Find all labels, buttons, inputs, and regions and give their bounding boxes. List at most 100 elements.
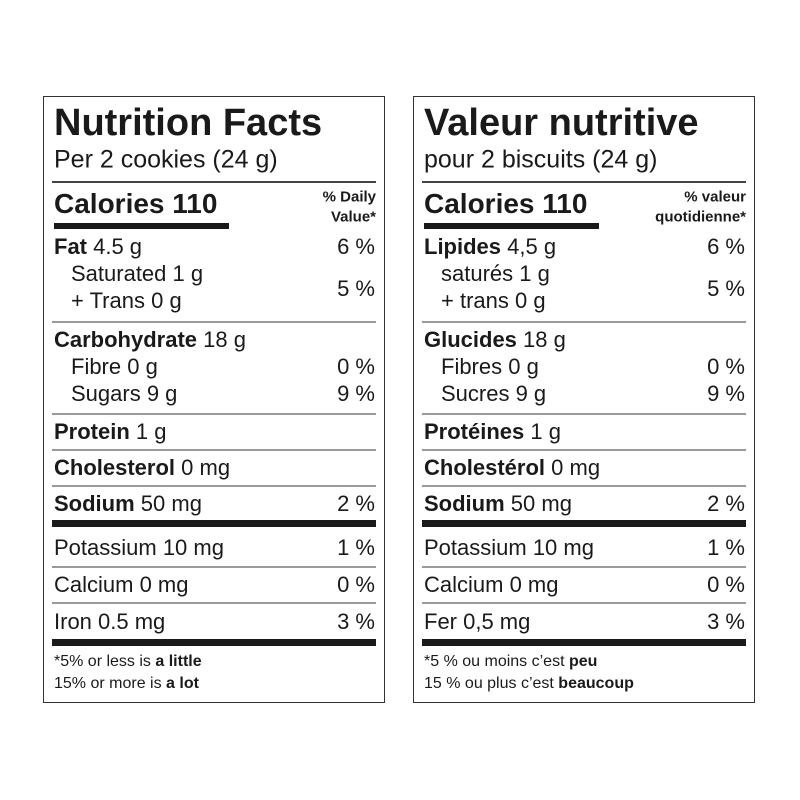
nutrient-amount: Fibre 0 g [71,354,158,379]
label-title: Valeur nutritive [424,102,699,144]
nutrient-amount: Saturated 1 g [71,261,204,286]
footnote-emphasis: a little [155,653,202,670]
daily-value-sodium: 2 % [707,491,745,516]
divider-line [52,181,376,183]
nutrient-amount: 18 g [197,327,246,352]
daily-value-fibre: 0 % [337,354,375,379]
daily-value-sugars: 9 % [707,381,745,406]
footnote-line: *5 % ou moins c’est peu [424,654,597,670]
nutrient-iron: Fer 0,5 mg [424,611,530,633]
nutrient-amount: 1 g [129,419,167,444]
nutrient-amount: Fer 0,5 mg [424,609,531,634]
daily-value-calcium: 0 % [337,572,375,597]
daily-value-sugars: 9 % [337,381,375,406]
nutrient-amount: 50 mg [134,491,202,516]
nutrient-name: Glucides [424,327,517,352]
nutrient-cholesterol: Cholestérol 0 mg [424,457,600,479]
divider-line [52,566,376,568]
nutrient-protein: Protéines 1 g [424,421,561,443]
nutrient-name: Sodium [424,491,505,516]
nutrient-amount: 0 mg [545,455,601,480]
nutrition-panel-en: Nutrition Facts Per 2 cookies (24 g) Calor… [43,96,385,703]
divider-line [422,413,746,415]
footnote-text: 15 % ou plus c’est [424,675,559,692]
daily-value-sodium: 2 % [337,491,375,516]
nutrition-panel-fr: Valeur nutritive pour 2 biscuits (24 g) Ca… [413,96,755,703]
nutrient-amount: Sucres 9 g [441,381,547,406]
nutrient-sodium: Sodium 50 mg [424,493,572,515]
serving-size: Per 2 cookies (24 g) [54,145,278,174]
nutrient-iron: Iron 0.5 mg [54,611,165,633]
daily-value-header-line2: quotidienne* [655,208,746,226]
divider-line [52,449,376,451]
footnote-text: 15% or more is [54,675,167,692]
footnote-text: *5% or less is [54,653,156,670]
daily-value-saturated-trans: 5 % [707,276,745,301]
daily-value-calcium: 0 % [707,572,745,597]
daily-value-iron: 3 % [707,609,745,634]
nutrient-name: Lipides [424,234,502,259]
nutrient-amount: Potassium 10 mg [424,535,594,560]
nutrient-name: Cholesterol [54,455,176,480]
divider-line [422,181,746,183]
daily-value-header-line1: % Daily [322,188,376,206]
nutrient-name: Carbohydrate [54,327,198,352]
footnote-line: *5% or less is a little [54,654,202,670]
nutrient-potassium: Potassium 10 mg [54,537,224,559]
divider-line [422,566,746,568]
nutrient-amount: Potassium 10 mg [54,535,224,560]
daily-value-iron: 3 % [337,609,375,634]
nutrient-carbohydrate: Carbohydrate 18 g [54,329,246,351]
nutrient-amount: Calcium 0 mg [54,572,189,597]
divider-line [422,520,746,527]
nutrient-amount: + Trans 0 g [71,288,182,313]
nutrient-amount: Calcium 0 mg [424,572,559,597]
divider-line [52,639,376,646]
nutrient-saturated: saturés 1 g [441,263,550,285]
divider-line [422,639,746,646]
nutrient-name: Fat [54,234,87,259]
nutrient-fibre: Fibres 0 g [441,356,539,378]
nutrient-fibre: Fibre 0 g [71,356,158,378]
nutrient-cholesterol: Cholesterol 0 mg [54,457,230,479]
footnote-line: 15% or more is a lot [54,676,199,692]
nutrient-calcium: Calcium 0 mg [424,574,558,596]
nutrient-sodium: Sodium 50 mg [54,493,202,515]
daily-value-potassium: 1 % [337,535,375,560]
nutrient-fat: Lipides 4,5 g [424,236,556,258]
footnote-text: *5 % ou moins c’est [424,653,569,670]
nutrient-saturated: Saturated 1 g [71,263,203,285]
daily-value-potassium: 1 % [707,535,745,560]
nutrient-amount: Fibres 0 g [441,354,539,379]
calories: Calories 110 [424,188,588,219]
nutrient-amount: Iron 0.5 mg [54,609,166,634]
daily-value-fat: 6 % [337,234,375,259]
daily-value-fat: 6 % [707,234,745,259]
daily-value-header-line2: Value* [330,208,376,226]
nutrient-fat: Fat 4.5 g [54,236,142,258]
nutrient-name: Protéines [424,419,525,444]
calories-bar [54,223,229,229]
nutrient-sugars: Sucres 9 g [441,383,546,405]
nutrient-trans: + trans 0 g [441,290,546,312]
nutrient-amount: 18 g [516,327,566,352]
nutrient-carbohydrate: Glucides 18 g [424,329,566,351]
nutrient-trans: + Trans 0 g [71,290,182,312]
footnote-emphasis: a lot [166,675,199,692]
divider-line [52,602,376,604]
daily-value-header-line1: % valeur [684,188,746,206]
nutrient-amount: + trans 0 g [441,288,546,313]
label-title: Nutrition Facts [54,102,323,144]
divider-line [52,485,376,487]
nutrient-amount: Sugars 9 g [71,381,178,406]
footnote-line: 15 % ou plus c’est beaucoup [424,676,634,692]
nutrient-name: Protein [54,419,130,444]
calories-bar [424,223,599,229]
nutrient-potassium: Potassium 10 mg [424,537,594,559]
daily-value-fibre: 0 % [707,354,745,379]
nutrient-name: Sodium [54,491,135,516]
serving-size: pour 2 biscuits (24 g) [424,145,658,174]
footnote-emphasis: peu [568,653,598,670]
nutrient-sugars: Sugars 9 g [71,383,177,405]
nutrient-amount: 50 mg [504,491,572,516]
